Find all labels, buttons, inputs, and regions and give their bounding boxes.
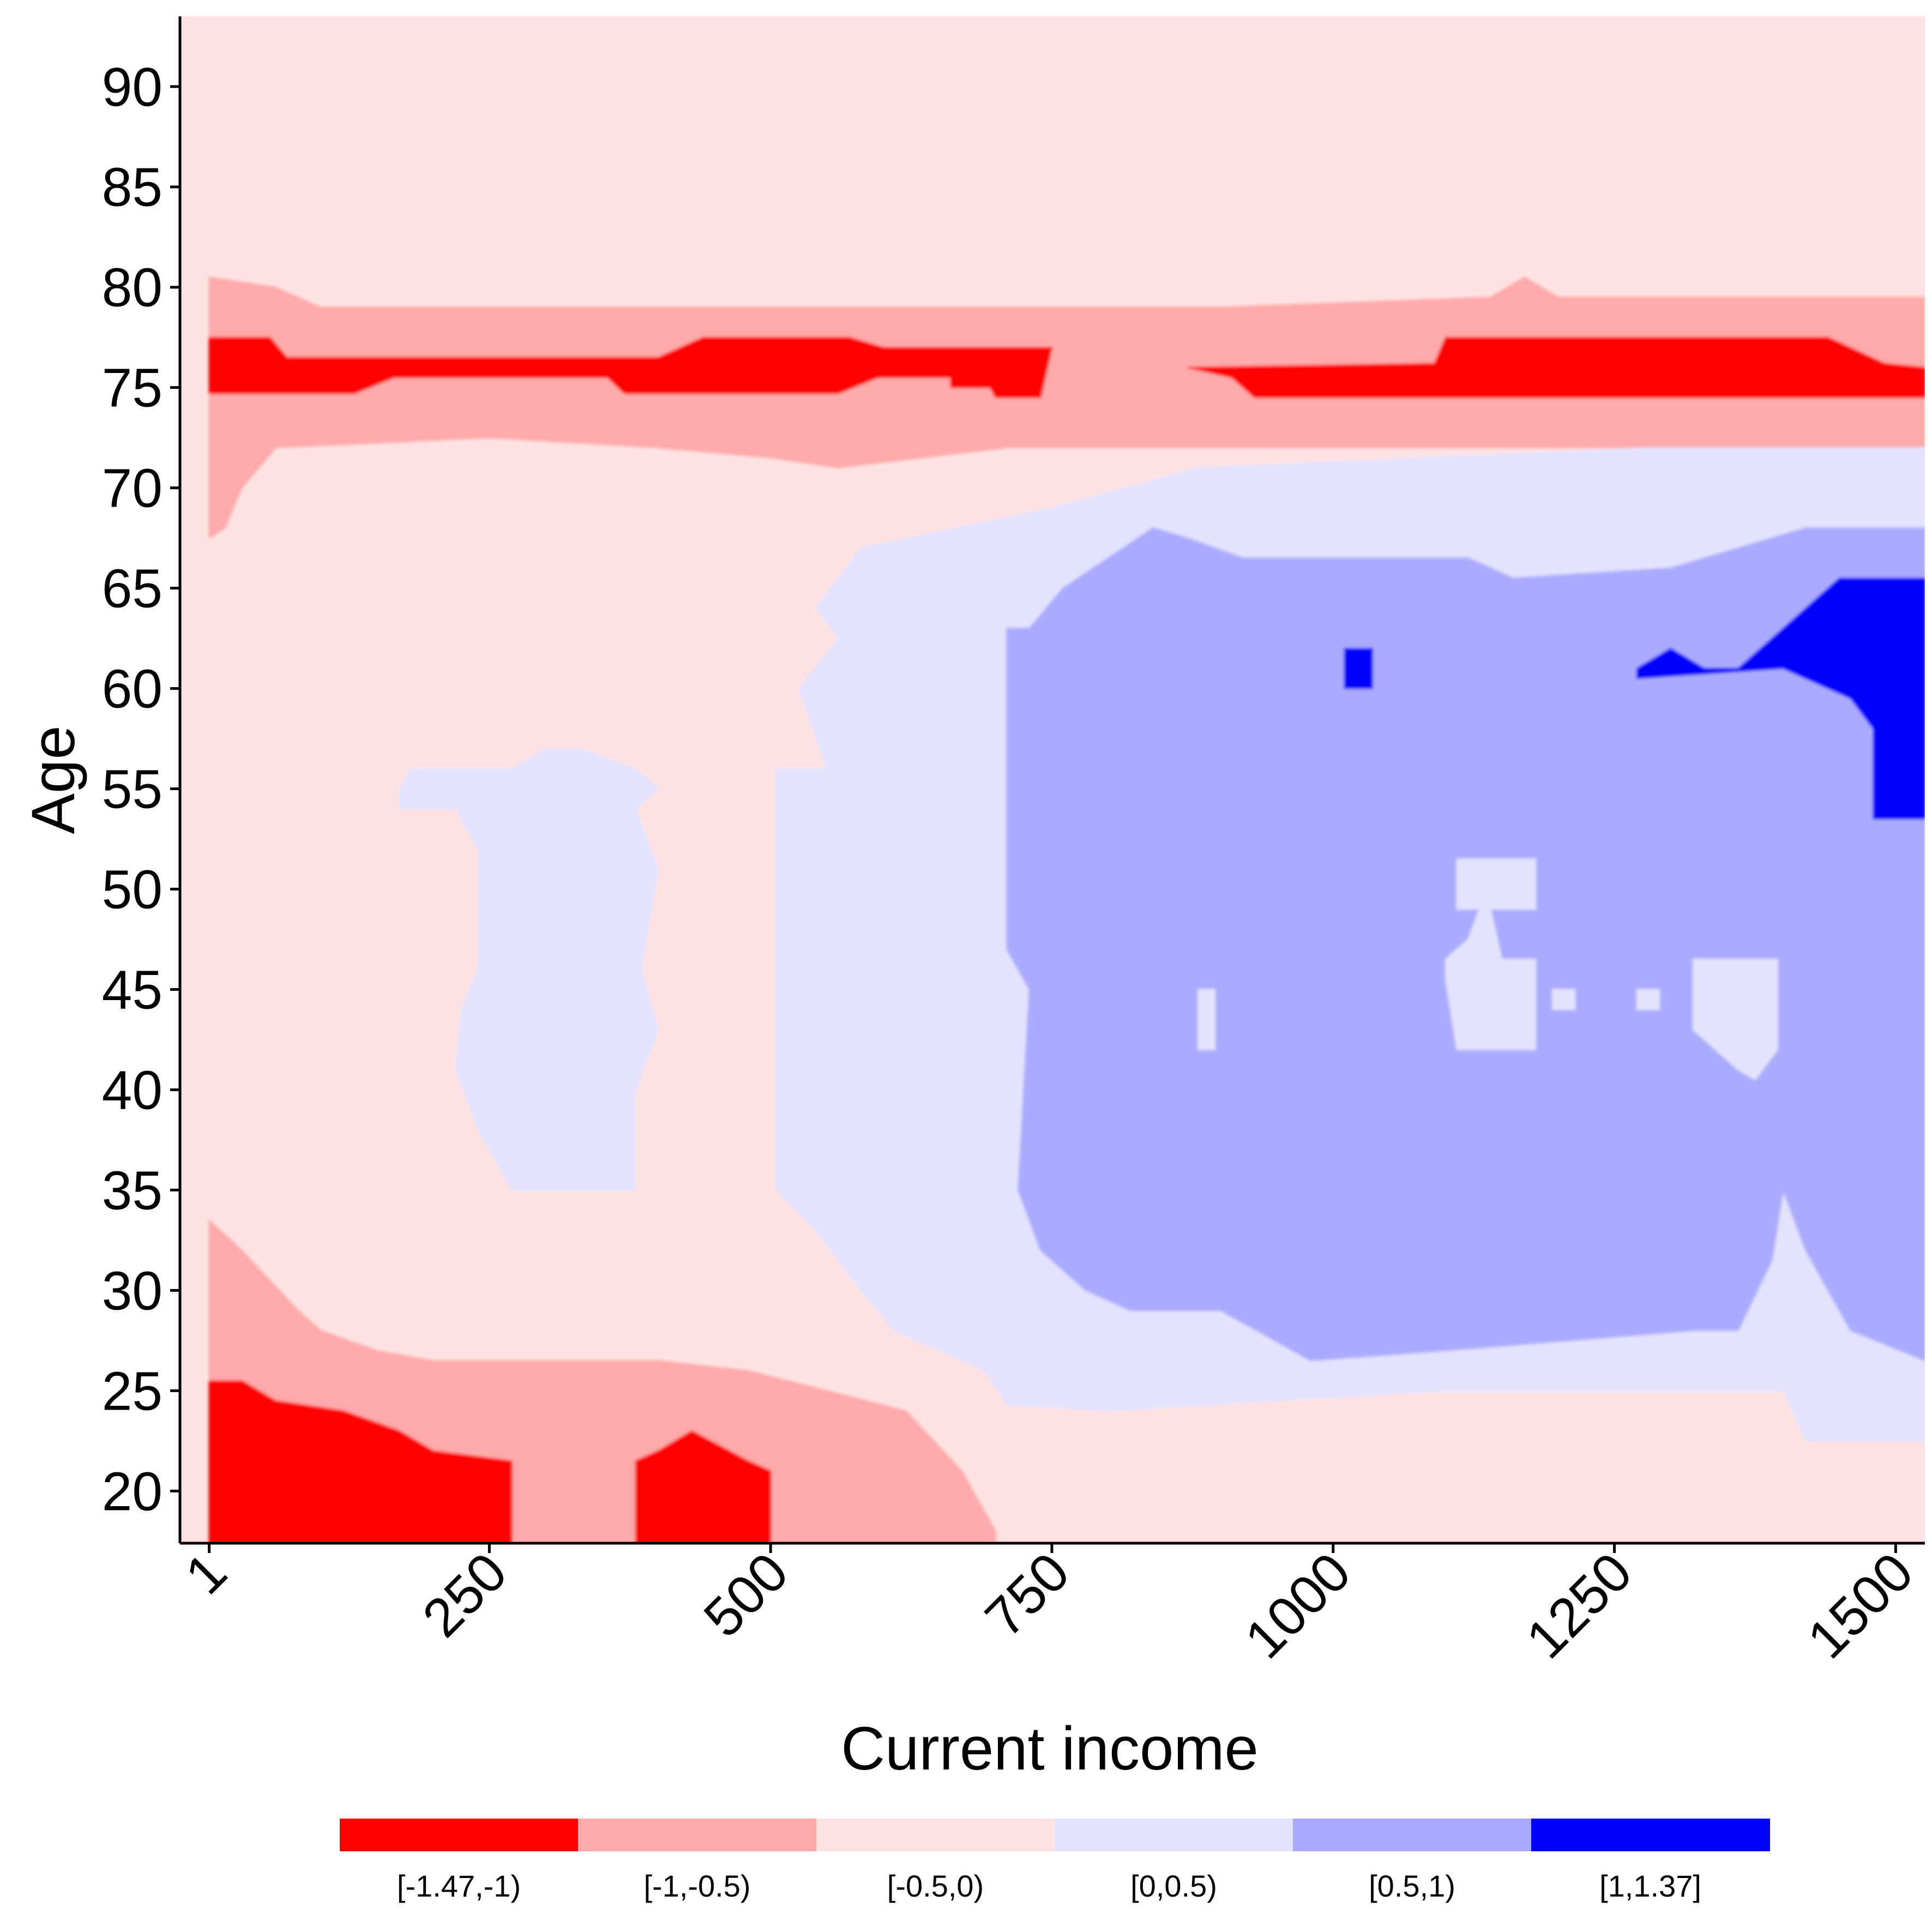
y-tick-label: 65 — [102, 558, 162, 619]
x-tick-label: 500 — [693, 1541, 800, 1648]
x-tick-label: 1250 — [1515, 1541, 1644, 1670]
y-tick-label: 60 — [102, 659, 162, 720]
legend-swatch — [1055, 1819, 1293, 1851]
x-tick-label: 1000 — [1233, 1541, 1363, 1670]
x-axis-title: Current income — [841, 1714, 1259, 1783]
x-tick-label: 1 — [174, 1541, 239, 1606]
heatmap-region-12 — [1344, 648, 1373, 689]
y-tick-label: 50 — [102, 859, 162, 920]
y-tick-label: 25 — [102, 1361, 162, 1422]
y-axis-title: Age — [19, 725, 87, 834]
y-tick-label: 55 — [102, 759, 162, 820]
legend-label: [-0.5,0) — [887, 1869, 984, 1903]
heatmap-region-9 — [1552, 990, 1575, 1010]
x-tick-label: 250 — [411, 1541, 519, 1648]
y-tick-label: 80 — [102, 257, 162, 318]
y-axis: 20 25 30 35 40 45 50 55 60 65 70 75 80 85 90 — [102, 57, 180, 1522]
legend-swatch — [816, 1819, 1055, 1851]
y-tick-label: 30 — [102, 1260, 162, 1321]
legend-label: [1,1.37] — [1599, 1869, 1701, 1903]
legend-label: [0.5,1) — [1369, 1869, 1455, 1903]
heatmap-region-16 — [950, 358, 996, 388]
heatmap-region-10 — [1637, 990, 1659, 1010]
y-tick-label: 20 — [102, 1461, 162, 1522]
legend-swatch — [1293, 1819, 1532, 1851]
legend-swatch — [1531, 1819, 1770, 1851]
y-tick-label: 85 — [102, 157, 162, 218]
x-axis: 1 250 500 750 1000 1250 1500 — [174, 1541, 1925, 1670]
plot-panel — [180, 16, 1925, 1543]
legend-label: [-1.47,-1) — [397, 1869, 521, 1903]
legend: [-1.47,-1) [-1,-0.5) [-0.5,0) [0,0.5) [0.5,1… — [340, 1819, 1770, 1903]
y-tick-label: 40 — [102, 1060, 162, 1121]
y-tick-label: 70 — [102, 458, 162, 519]
legend-swatch — [578, 1819, 817, 1851]
legend-swatch — [340, 1819, 579, 1851]
heatmap-region-8 — [1198, 990, 1215, 1050]
y-tick-label: 75 — [102, 358, 162, 419]
legend-label: [-1,-0.5) — [643, 1869, 750, 1903]
y-tick-label: 90 — [102, 57, 162, 118]
x-tick-label: 750 — [973, 1541, 1081, 1648]
y-tick-label: 35 — [102, 1160, 162, 1221]
y-tick-label: 45 — [102, 959, 162, 1020]
legend-label: [0,0.5) — [1130, 1869, 1217, 1903]
x-tick-label: 1500 — [1796, 1541, 1925, 1670]
